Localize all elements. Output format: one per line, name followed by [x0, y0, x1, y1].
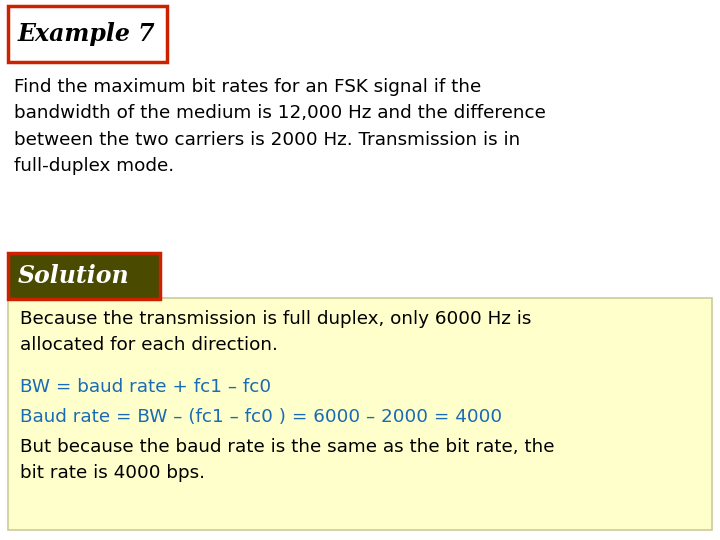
- FancyBboxPatch shape: [8, 298, 712, 530]
- FancyBboxPatch shape: [8, 253, 160, 299]
- FancyBboxPatch shape: [8, 6, 167, 62]
- Text: Find the maximum bit rates for an FSK signal if the
bandwidth of the medium is 1: Find the maximum bit rates for an FSK si…: [14, 78, 546, 175]
- Text: Example 7: Example 7: [18, 22, 156, 46]
- Text: But because the baud rate is the same as the bit rate, the
bit rate is 4000 bps.: But because the baud rate is the same as…: [20, 438, 554, 482]
- Text: Because the transmission is full duplex, only 6000 Hz is
allocated for each dire: Because the transmission is full duplex,…: [20, 310, 531, 354]
- Text: BW = baud rate + fc1 – fc0: BW = baud rate + fc1 – fc0: [20, 378, 271, 396]
- Text: Solution: Solution: [18, 264, 130, 288]
- Text: Baud rate = BW – (fc1 – fc0 ) = 6000 – 2000 = 4000: Baud rate = BW – (fc1 – fc0 ) = 6000 – 2…: [20, 408, 502, 426]
